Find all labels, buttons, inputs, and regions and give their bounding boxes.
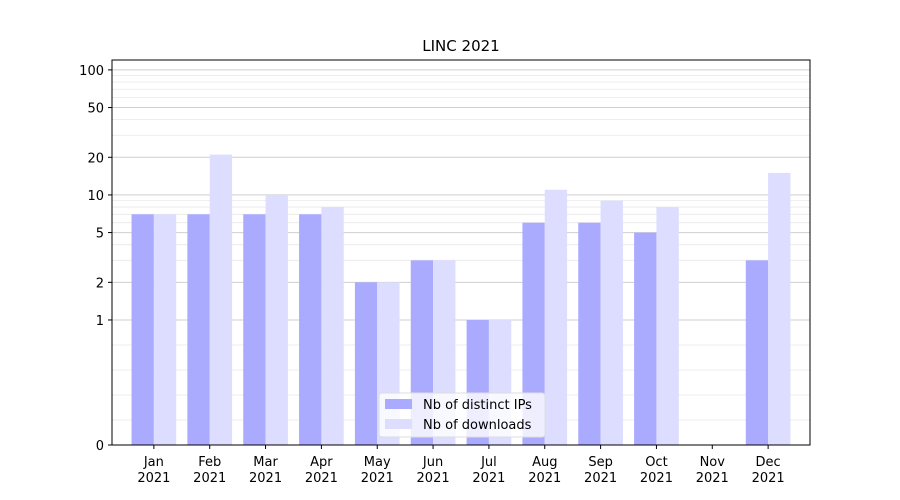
y-tick-label: 50 — [87, 102, 104, 117]
bar-distinct-ips — [578, 222, 601, 445]
x-tick-label: Apr — [310, 455, 333, 470]
x-tick-label: 2021 — [696, 471, 729, 486]
chart-title: LINC 2021 — [422, 37, 499, 55]
y-tick-label: 0 — [96, 439, 104, 454]
y-tick-label: 100 — [79, 64, 104, 79]
bar-distinct-ips — [354, 282, 378, 445]
bar-distinct-ips — [522, 222, 545, 445]
bar-downloads — [321, 207, 344, 445]
legend-swatch — [385, 399, 412, 409]
bar-distinct-ips — [243, 214, 266, 445]
legend-swatch — [385, 419, 412, 429]
x-tick-label: Dec — [756, 455, 781, 470]
x-tick-label: 2021 — [584, 471, 617, 486]
x-tick-label: 2021 — [137, 471, 170, 486]
x-tick-label: 2021 — [472, 471, 505, 486]
bar-downloads — [768, 172, 791, 445]
legend: Nb of distinct IPs Nb of downloads — [378, 392, 546, 438]
legend-box — [378, 392, 546, 438]
x-tick-label: Jul — [480, 455, 497, 470]
x-tick-label: Oct — [645, 455, 667, 470]
x-tick-label: May — [364, 455, 391, 470]
x-tick-label: 2021 — [528, 471, 561, 486]
bar-distinct-ips — [745, 260, 769, 445]
legend-label: Nb of downloads — [423, 418, 532, 433]
x-tick-label: Jun — [422, 455, 443, 470]
y-tick-label: 1 — [96, 314, 104, 329]
legend-label: Nb of distinct IPs — [423, 398, 532, 413]
y-axis: 0 1 2 5 10 20 50 100 — [79, 64, 112, 454]
x-tick-label: Aug — [532, 455, 557, 470]
bar-downloads — [656, 207, 679, 445]
y-tick-label: 20 — [87, 151, 104, 166]
plot-frame — [111, 59, 811, 446]
x-tick-label: Jan — [143, 455, 164, 470]
y-tick-label: 2 — [96, 276, 104, 291]
x-tick-label: Nov — [700, 455, 726, 470]
x-tick-label: 2021 — [305, 471, 338, 486]
y-tick-label: 5 — [96, 227, 104, 242]
x-tick-label: 2021 — [417, 471, 450, 486]
bar-downloads — [265, 194, 288, 445]
bar-downloads — [153, 214, 177, 445]
bar-distinct-ips — [299, 214, 322, 445]
x-tick-label: Mar — [253, 455, 278, 470]
bar-distinct-ips — [131, 214, 154, 445]
bar-downloads — [209, 154, 233, 446]
x-tick-label: 2021 — [640, 471, 673, 486]
x-tick-label: 2021 — [361, 471, 394, 486]
x-tick-label: Feb — [198, 455, 221, 470]
bar-downloads — [544, 189, 568, 445]
x-tick-label: 2021 — [193, 471, 226, 486]
y-tick-label: 10 — [87, 189, 104, 204]
x-tick-label: 2021 — [249, 471, 282, 486]
bar-downloads — [600, 200, 623, 445]
x-tick-label: 2021 — [752, 471, 785, 486]
x-axis: Jan2021Feb2021Mar2021Apr2021May2021Jun20… — [137, 445, 785, 486]
bar-distinct-ips — [634, 232, 657, 445]
bar-distinct-ips — [187, 214, 210, 445]
x-tick-label: Sep — [588, 455, 613, 470]
